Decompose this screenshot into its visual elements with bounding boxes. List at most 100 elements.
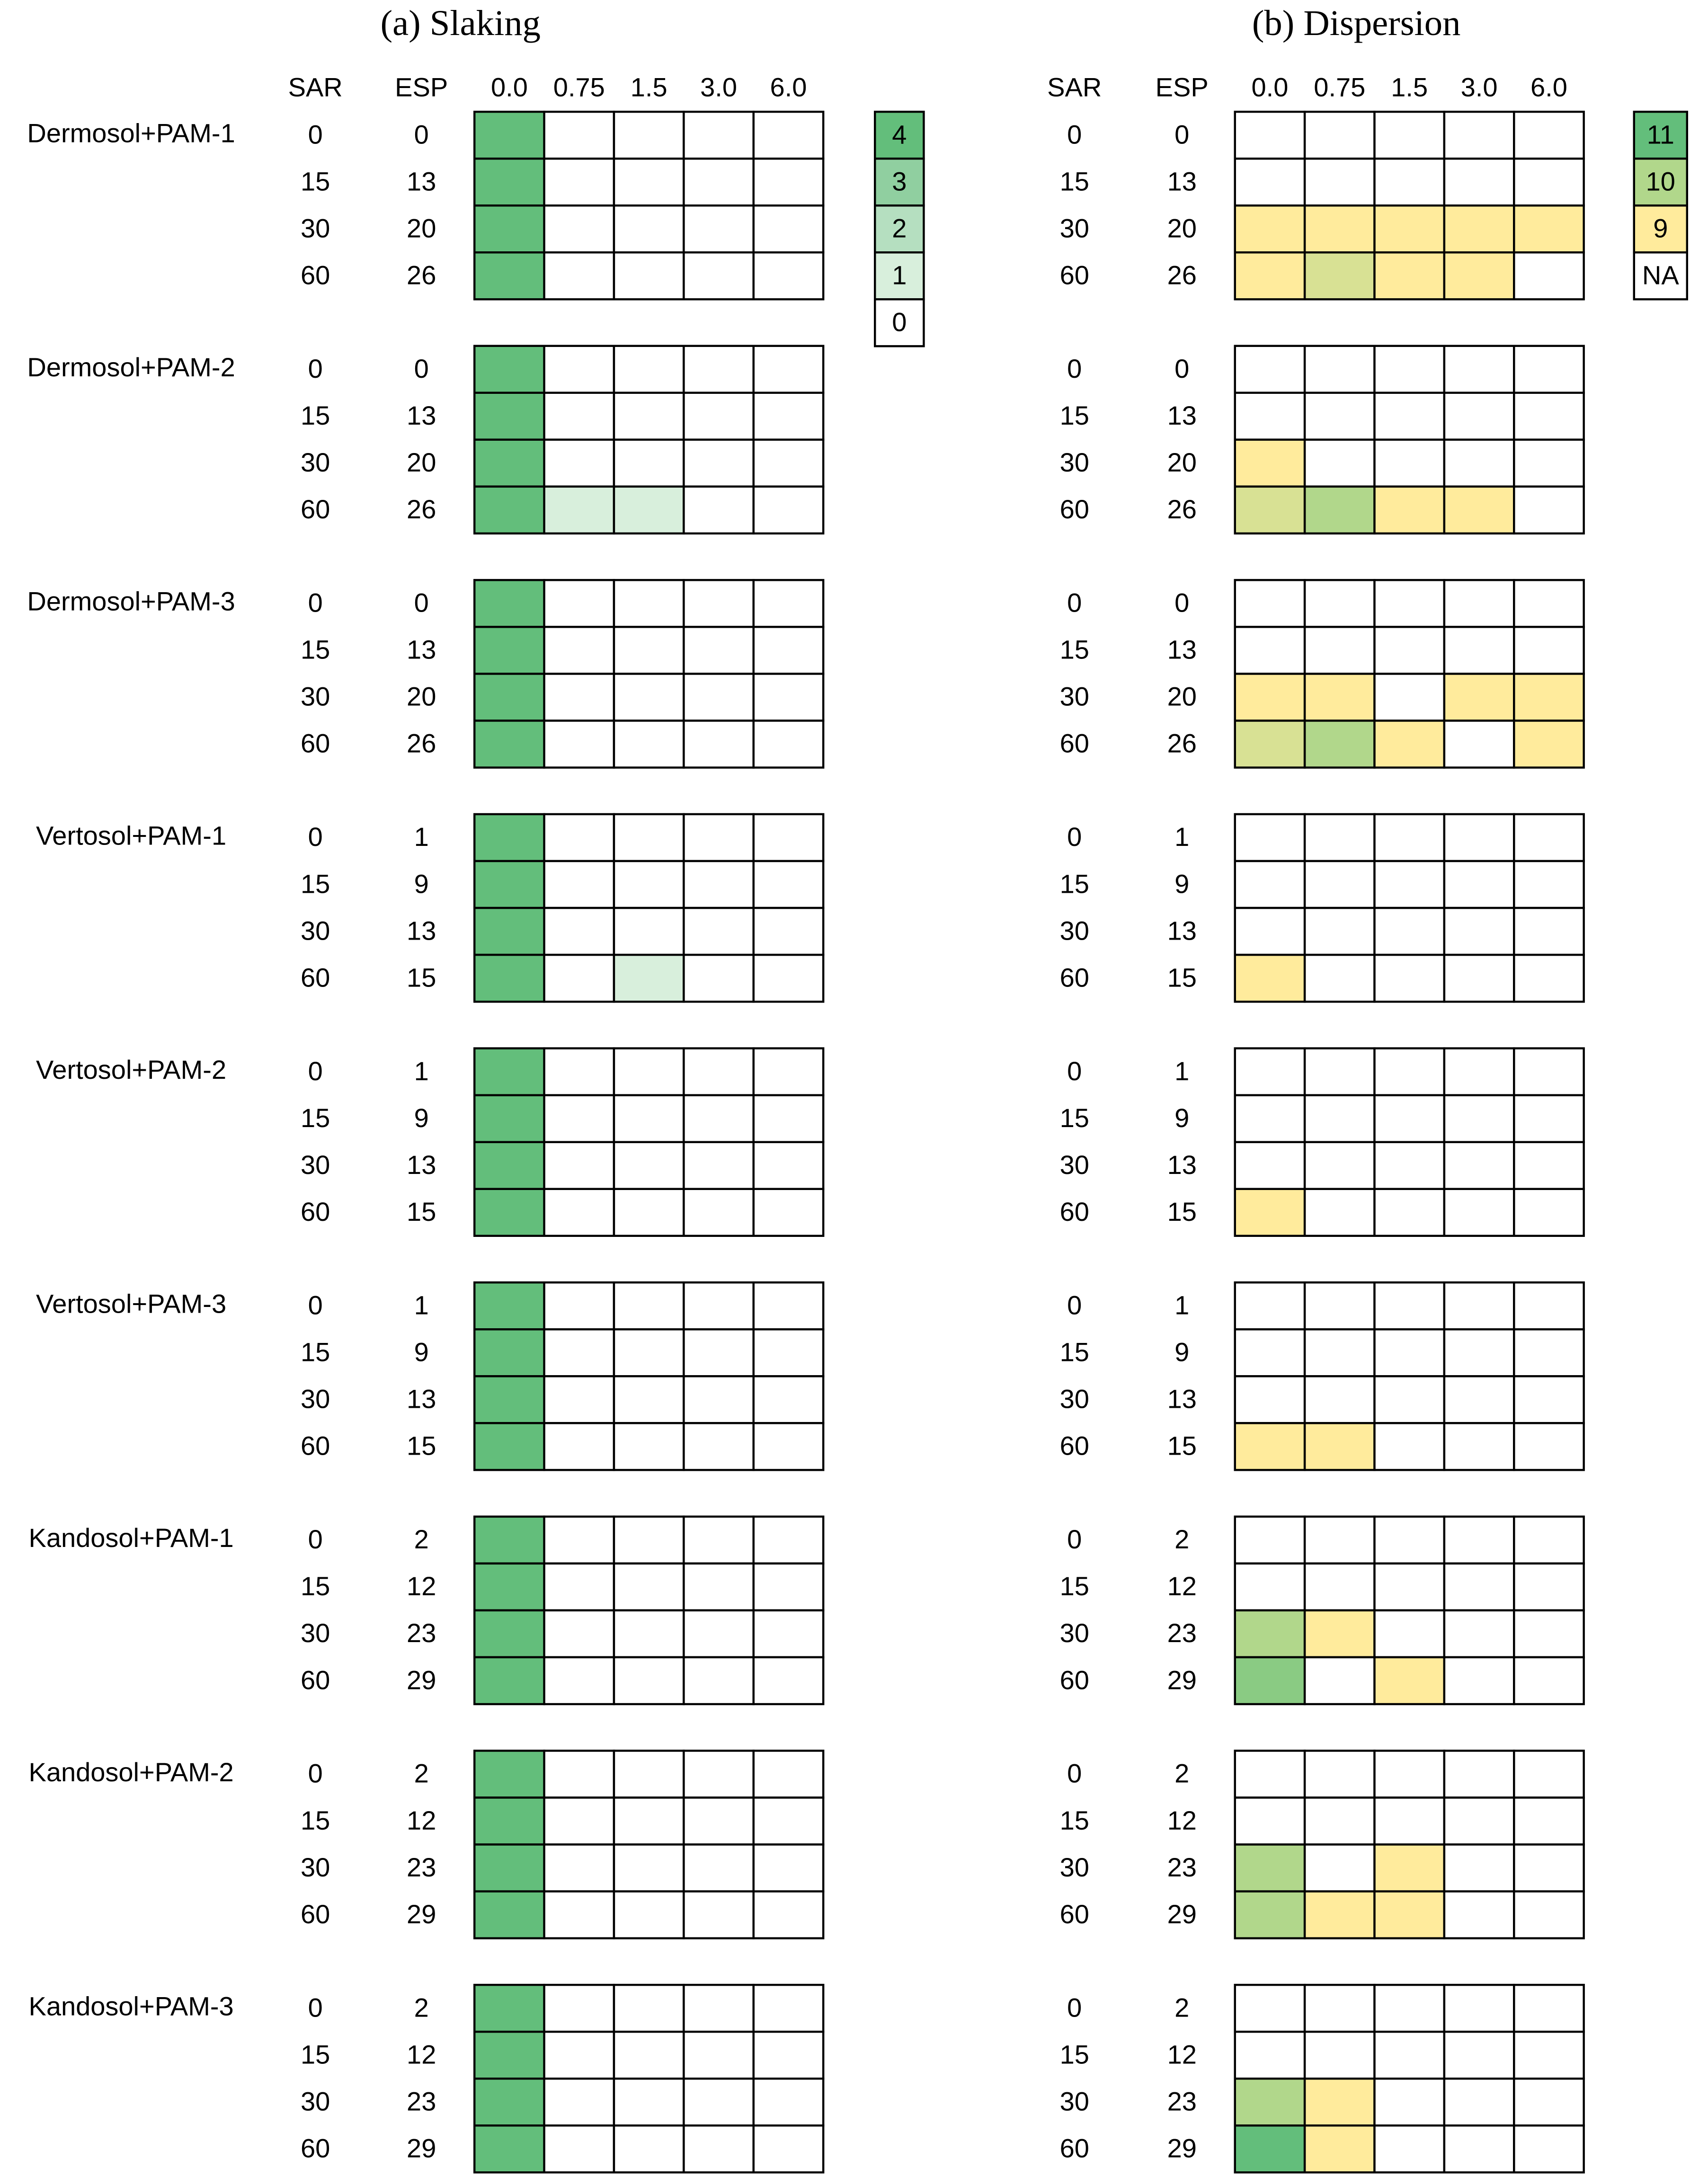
heat-cell [1373, 720, 1446, 769]
legend-swatch [1633, 204, 1688, 254]
heat-cell [473, 1188, 545, 1237]
sar-label: 0 [308, 354, 323, 383]
legend-label: 1 [892, 260, 907, 290]
heat-cell [613, 906, 685, 956]
heat-cell [1303, 251, 1376, 301]
heat-cell [1303, 1515, 1376, 1565]
heat-cell [683, 1188, 755, 1237]
esp-label: 1 [414, 822, 429, 852]
heat-cell [1443, 1750, 1515, 1799]
heat-cell [1443, 1188, 1515, 1237]
heat-cell [683, 204, 755, 254]
heat-cell [683, 1422, 755, 1471]
heat-cell [1373, 157, 1446, 207]
heat-cell [1513, 1656, 1585, 1706]
heat-cell [1303, 485, 1376, 535]
esp-label: 20 [1167, 682, 1197, 711]
heat-cell [1513, 391, 1585, 441]
heat-cell [613, 1141, 685, 1190]
heat-cell [1443, 2124, 1515, 2174]
heat-cell [1443, 673, 1515, 722]
sar-label: 60 [301, 494, 330, 524]
sar-label: 30 [1060, 1618, 1089, 1648]
heat-cell [1373, 1375, 1446, 1424]
heat-cell [1373, 1515, 1446, 1565]
heat-cell [1303, 204, 1376, 254]
heat-cell [683, 1843, 755, 1893]
heat-cell [473, 720, 545, 769]
heat-cell [752, 1422, 825, 1471]
heat-cell [473, 1562, 545, 1612]
sar-label: 60 [1060, 1899, 1089, 1929]
esp-label: 9 [414, 1337, 429, 1367]
esp-label: 23 [1167, 1618, 1197, 1648]
esp-label: 15 [1167, 1431, 1197, 1461]
heat-cell [613, 1983, 685, 2033]
heat-cell [683, 2124, 755, 2174]
heat-cell [473, 1047, 545, 1096]
heat-cell [1513, 953, 1585, 1003]
esp-label: 29 [1167, 1665, 1197, 1695]
sar-label: 0 [1067, 1759, 1082, 1788]
heat-cell [1513, 485, 1585, 535]
heat-cell [1234, 860, 1306, 909]
column-header: ESP [395, 72, 448, 102]
heat-cell [473, 906, 545, 956]
heat-cell [543, 860, 615, 909]
sar-label: 15 [301, 635, 330, 665]
heat-cell [613, 251, 685, 301]
sar-label: 15 [301, 166, 330, 196]
heat-cell [543, 2124, 615, 2174]
heat-cell [683, 1562, 755, 1612]
heat-cell [473, 1328, 545, 1377]
esp-label: 20 [407, 447, 436, 477]
heat-cell [1303, 1890, 1376, 1939]
esp-label: 12 [407, 2039, 436, 2069]
heat-cell [613, 1047, 685, 1096]
sar-label: 0 [308, 588, 323, 618]
group-label: Dermosol+PAM-3 [27, 586, 235, 616]
heat-cell [1443, 626, 1515, 675]
heat-cell [752, 2030, 825, 2080]
esp-label: 13 [1167, 1384, 1197, 1414]
heat-cell [1373, 1750, 1446, 1799]
heat-cell [1303, 626, 1376, 675]
sar-label: 15 [301, 1103, 330, 1133]
sar-label: 15 [301, 869, 330, 898]
heat-cell [1373, 251, 1446, 301]
heat-cell [473, 1750, 545, 1799]
sar-label: 60 [1060, 1665, 1089, 1695]
esp-label: 9 [1174, 1103, 1189, 1133]
heat-cell [543, 1281, 615, 1331]
heat-cell [683, 110, 755, 160]
heat-cell [752, 1890, 825, 1939]
group-label: Vertosol+PAM-1 [36, 820, 226, 850]
heat-cell [1303, 1047, 1376, 1096]
heat-cell [1373, 1141, 1446, 1190]
heat-cell [543, 1562, 615, 1612]
sar-label: 0 [1067, 119, 1082, 149]
sar-label: 0 [308, 1056, 323, 1086]
esp-label: 9 [1174, 1337, 1189, 1367]
heat-cell [1513, 2077, 1585, 2127]
heat-cell [613, 1422, 685, 1471]
heat-cell [613, 1562, 685, 1612]
sar-label: 30 [1060, 915, 1089, 945]
group-label: Vertosol+PAM-3 [36, 1289, 226, 1319]
heat-cell [1443, 110, 1515, 160]
sar-label: 0 [308, 1759, 323, 1788]
heat-cell [1443, 1983, 1515, 2033]
esp-label: 12 [1167, 1805, 1197, 1835]
heat-cell [1443, 1422, 1515, 1471]
x-tick-label: 0.75 [553, 72, 605, 102]
legend-label: 10 [1646, 166, 1675, 196]
legend-label: NA [1642, 260, 1679, 290]
heat-cell [613, 1843, 685, 1893]
heat-cell [1234, 1843, 1306, 1893]
heat-cell [543, 345, 615, 394]
panel-title: (b) Dispersion [1252, 3, 1461, 43]
heat-cell [1443, 1843, 1515, 1893]
heat-cell [1443, 860, 1515, 909]
sar-label: 15 [1060, 166, 1089, 196]
heat-cell [1443, 1375, 1515, 1424]
